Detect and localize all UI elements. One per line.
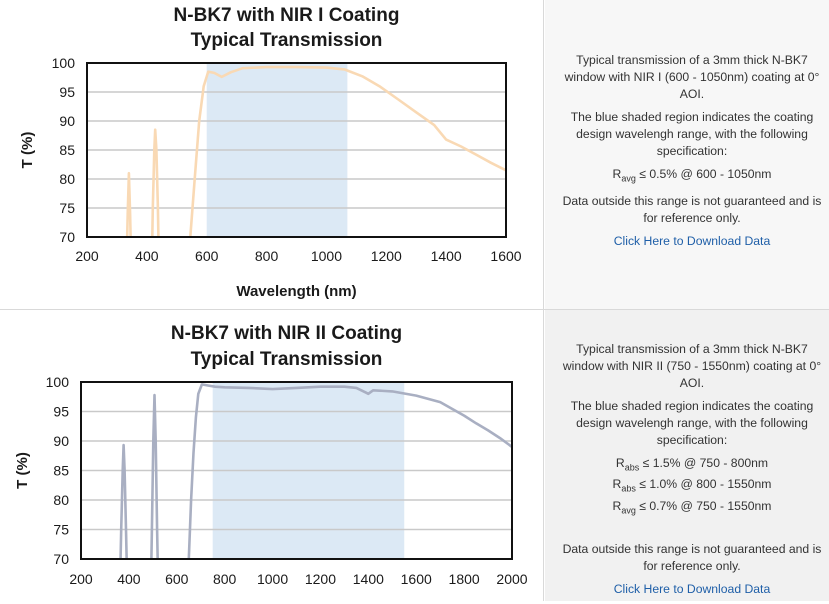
x-axis-label: Wavelength (nm) — [236, 283, 356, 300]
description-cell-nir-ii: Typical transmission of a 3mm thick N-BK… — [545, 310, 829, 601]
x-tick-label: 600 — [195, 248, 219, 264]
x-tick-label: 1200 — [305, 571, 336, 587]
chart-cell-nir-ii: 70 75 80 85 90 95 100 200 400 600 800 1000 1200 1400 1… — [0, 310, 544, 601]
y-tick-label: 100 — [46, 374, 70, 390]
spec-text: ≤ 0.7% @ 750 - 1550nm — [635, 498, 772, 513]
description-disclaimer: Data outside this range is not guarantee… — [562, 542, 822, 574]
description-cell-nir-i: Typical transmission of a 3mm thick N-BK… — [545, 0, 829, 309]
x-tick-label: 1200 — [371, 248, 402, 264]
series-group — [125, 65, 506, 237]
x-tick-label: 1600 — [401, 571, 432, 587]
description-nir-ii: Typical transmission of a 3mm thick N-BK… — [559, 341, 825, 604]
spec-list: Rabs ≤ 1.5% @ 750 - 800nm Rabs ≤ 1.0% @ 8… — [559, 455, 825, 519]
x-tick-label: 400 — [135, 248, 159, 264]
spec-line: Rabs ≤ 1.5% @ 750 - 800nm — [559, 455, 825, 476]
transmission-line — [150, 128, 160, 237]
transmission-line — [125, 171, 132, 237]
y-tick-label: 90 — [53, 433, 69, 449]
x-tick-label: 1400 — [353, 571, 384, 587]
y-tick-label: 95 — [59, 84, 75, 100]
description-shaded-note: The blue shaded region indicates the coa… — [570, 110, 814, 158]
series-group — [119, 383, 512, 559]
plot-frame — [86, 62, 507, 238]
spec-line: Ravg ≤ 0.7% @ 750 - 1550nm — [559, 498, 825, 519]
x-tick-label: 2000 — [496, 571, 527, 587]
transmission-line — [150, 393, 159, 559]
x-tick-label: 400 — [117, 571, 141, 587]
x-tick-label: 800 — [255, 248, 279, 264]
description-intro: Typical transmission of a 3mm thick N-BK… — [562, 342, 822, 390]
panel-nir-ii: 70 75 80 85 90 95 100 200 400 600 800 1000 1200 1400 1… — [0, 310, 829, 601]
y-tick-label: 75 — [59, 200, 75, 216]
y-tick-label: 70 — [53, 551, 69, 567]
x-tick-label: 600 — [165, 571, 189, 587]
x-tick-label: 1800 — [449, 571, 480, 587]
x-tick-label: 1400 — [431, 248, 462, 264]
x-tick-label: 1600 — [490, 248, 521, 264]
chart-title: Typical Transmission — [191, 349, 383, 370]
y-tick-label: 80 — [59, 171, 75, 187]
spec-line: Ravg ≤ 0.5% @ 600 - 1050nm — [559, 166, 825, 187]
y-tick-label: 75 — [53, 522, 69, 538]
y-tick-label: 85 — [53, 463, 69, 479]
y-tick-label: 80 — [53, 492, 69, 508]
y-tick-label: 95 — [53, 404, 69, 420]
spec-subscript: avg — [621, 505, 636, 516]
chart-nir-i: 70 75 80 85 90 95 100 200 400 600 800 1000 1200 1400 1… — [19, 5, 522, 300]
description-shaded-note: The blue shaded region indicates the coa… — [570, 399, 814, 447]
y-tick-label: 85 — [59, 142, 75, 158]
x-tick-label: 1000 — [257, 571, 288, 587]
description-intro: Typical transmission of a 3mm thick N-BK… — [564, 53, 820, 101]
chart-title: Typical Transmission — [191, 30, 383, 51]
y-axis-label: T (%) — [19, 132, 36, 169]
chart-nir-ii: 70 75 80 85 90 95 100 200 400 600 800 1000 1200 1400 1… — [14, 323, 528, 587]
spec-symbol: R — [612, 167, 622, 181]
spec-subscript: avg — [621, 173, 636, 184]
transmission-line — [188, 65, 506, 237]
spec-symbol: R — [615, 456, 625, 470]
y-tick-label: 70 — [59, 229, 75, 245]
panel-nir-i: 70 75 80 85 90 95 100 200 400 600 800 1000 1200 1400 1… — [0, 0, 829, 310]
transmission-line — [119, 443, 128, 559]
y-axis-label: T (%) — [14, 452, 31, 489]
spec-symbol: R — [612, 477, 622, 492]
spec-subscript: abs — [621, 483, 636, 494]
spec-text: ≤ 1.5% @ 750 - 800nm — [639, 456, 769, 470]
description-disclaimer: Data outside this range is not guarantee… — [562, 194, 822, 226]
transmission-line — [187, 383, 512, 559]
chart-title: N-BK7 with NIR II Coating — [171, 323, 402, 344]
spec-text: ≤ 0.5% @ 600 - 1050nm — [635, 167, 772, 181]
spec-subscript: abs — [624, 462, 640, 473]
download-data-link[interactable]: Click Here to Download Data — [613, 582, 771, 597]
chart-cell-nir-i: 70 75 80 85 90 95 100 200 400 600 800 1000 1200 1400 1… — [0, 0, 544, 309]
description-nir-i: Typical transmission of a 3mm thick N-BK… — [559, 52, 825, 256]
x-tick-label: 200 — [75, 248, 99, 264]
x-tick-label: 1000 — [311, 248, 342, 264]
plot-frame — [80, 381, 513, 560]
y-tick-label: 100 — [52, 55, 76, 71]
spec-symbol: R — [612, 498, 622, 513]
x-tick-label: 200 — [69, 571, 93, 587]
download-data-link[interactable]: Click Here to Download Data — [613, 234, 771, 249]
y-tick-label: 90 — [59, 113, 75, 129]
spec-text: ≤ 1.0% @ 800 - 1550nm — [635, 477, 772, 492]
chart-title: N-BK7 with NIR I Coating — [174, 5, 400, 26]
x-tick-label: 800 — [213, 571, 237, 587]
spec-line: Rabs ≤ 1.0% @ 800 - 1550nm — [559, 476, 825, 497]
spec-list: Ravg ≤ 0.5% @ 600 - 1050nm — [559, 166, 825, 187]
